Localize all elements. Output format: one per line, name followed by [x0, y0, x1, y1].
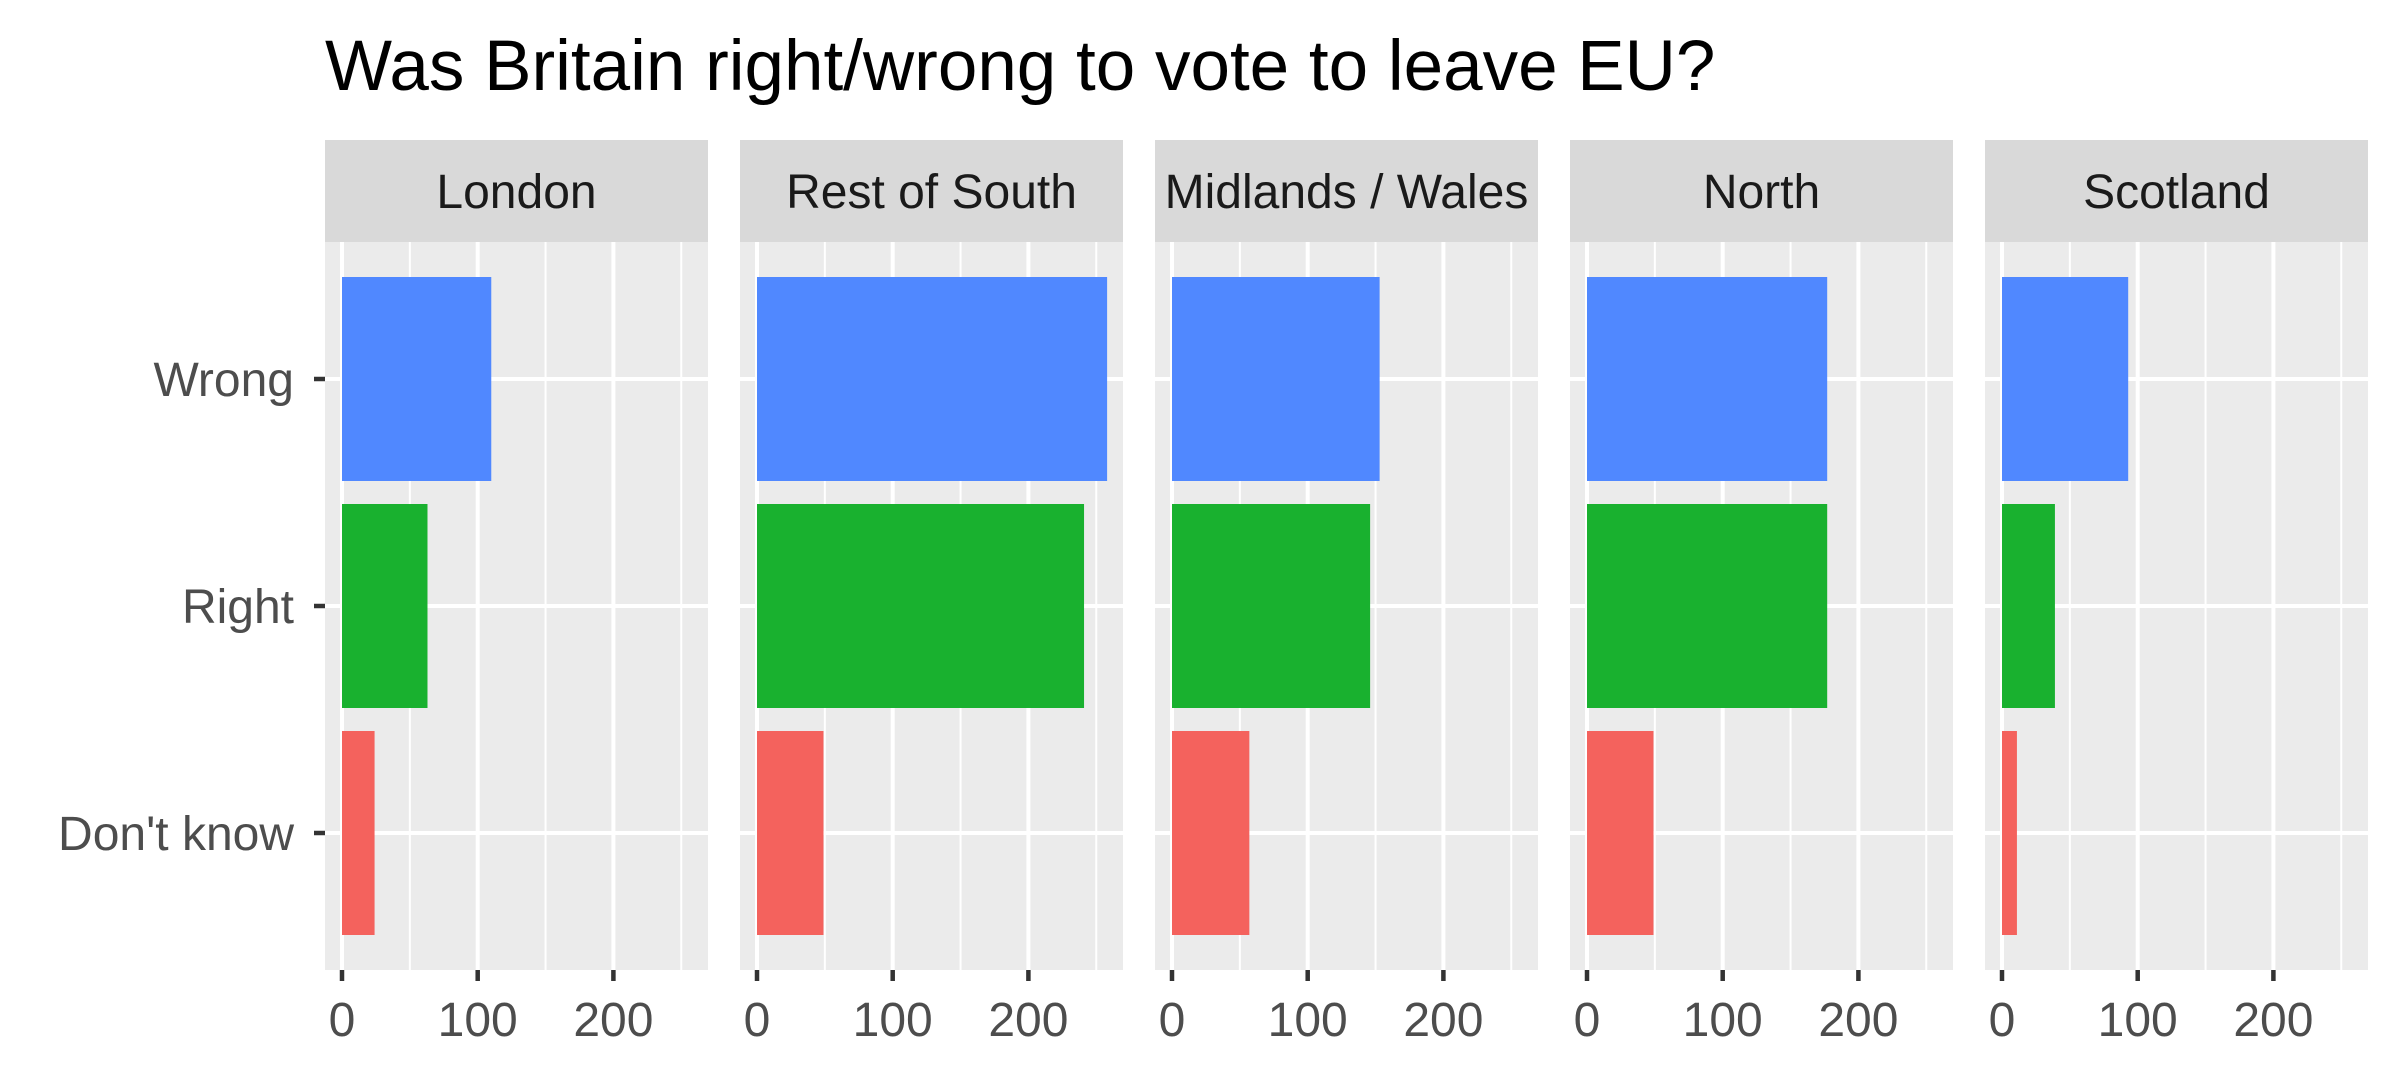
bar-rest-of-south-wrong: [757, 277, 1108, 481]
panel-scotland: Scotland 0 100 200: [1985, 140, 2368, 1047]
strip-label: Rest of South: [786, 166, 1077, 219]
y-tick-label-wrong: Wrong: [153, 354, 294, 407]
chart-title: Was Britain right/wrong to vote to leave…: [325, 27, 1715, 106]
x-tick-label: 200: [988, 994, 1068, 1047]
y-axis: Wrong Right Don't know: [58, 354, 325, 861]
strip-background: [1155, 140, 1538, 242]
strip-background: [740, 140, 1123, 242]
x-tick-label: 0: [329, 994, 356, 1047]
bar-rest-of-south-don-t-know: [757, 731, 824, 935]
x-tick-label: 0: [1574, 994, 1601, 1047]
panel-midlands-wales: Midlands / Wales 0 100 200: [1155, 140, 1538, 1047]
bar-midlands-wales-right: [1172, 504, 1371, 708]
x-tick-label: 200: [1403, 994, 1483, 1047]
bar-north-don-t-know: [1587, 731, 1654, 935]
panel-north: North 0 100 200: [1570, 140, 1953, 1047]
bar-scotland-don-t-know: [2002, 731, 2017, 935]
x-tick-label: 100: [1268, 994, 1348, 1047]
x-tick-label: 0: [744, 994, 771, 1047]
panel-london: London 0 100 200: [325, 140, 708, 1047]
bar-london-don-t-know: [342, 731, 375, 935]
x-tick-label: 0: [1989, 994, 2016, 1047]
bar-rest-of-south-right: [757, 504, 1085, 708]
bar-london-wrong: [342, 277, 492, 481]
x-tick-label: 100: [1683, 994, 1763, 1047]
strip-label: London: [436, 166, 596, 219]
x-tick-label: 200: [1818, 994, 1898, 1047]
x-tick-label: 200: [2233, 994, 2313, 1047]
strip-label: North: [1703, 166, 1820, 219]
bar-north-wrong: [1587, 277, 1828, 481]
strip-label: Scotland: [2083, 166, 2270, 219]
y-tick-label-right: Right: [182, 581, 294, 634]
x-tick-label: 200: [573, 994, 653, 1047]
bar-north-right: [1587, 504, 1828, 708]
x-tick-label: 100: [2098, 994, 2178, 1047]
bar-london-right: [342, 504, 428, 708]
strip-background: [325, 140, 708, 242]
strip-label: Midlands / Wales: [1165, 166, 1529, 219]
bar-scotland-right: [2002, 504, 2055, 708]
x-tick-label: 100: [853, 994, 933, 1047]
x-tick-label: 100: [438, 994, 518, 1047]
panel-rest-of-south: Rest of South 0 100 200: [740, 140, 1123, 1047]
bar-midlands-wales-wrong: [1172, 277, 1380, 481]
bar-midlands-wales-don-t-know: [1172, 731, 1250, 935]
bar-scotland-wrong: [2002, 277, 2129, 481]
strip-background: [1570, 140, 1953, 242]
strip-background: [1985, 140, 2368, 242]
x-tick-label: 0: [1159, 994, 1186, 1047]
y-tick-label-don-t-know: Don't know: [58, 808, 294, 861]
